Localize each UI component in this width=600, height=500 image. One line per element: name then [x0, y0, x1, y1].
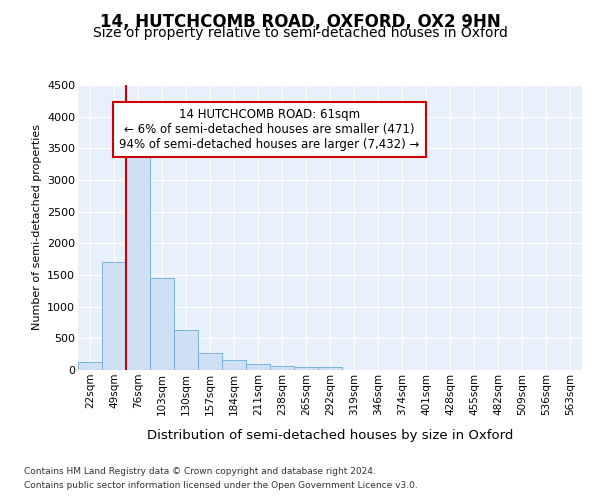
Text: Contains HM Land Registry data © Crown copyright and database right 2024.: Contains HM Land Registry data © Crown c…	[24, 467, 376, 476]
Text: Size of property relative to semi-detached houses in Oxford: Size of property relative to semi-detach…	[92, 26, 508, 40]
Bar	[270, 366, 294, 370]
Bar	[318, 368, 342, 370]
Bar	[294, 367, 318, 370]
Text: 14, HUTCHCOMB ROAD, OXFORD, OX2 9HN: 14, HUTCHCOMB ROAD, OXFORD, OX2 9HN	[100, 12, 500, 30]
Bar	[78, 362, 102, 370]
Text: Contains public sector information licensed under the Open Government Licence v3: Contains public sector information licen…	[24, 481, 418, 490]
X-axis label: Distribution of semi-detached houses by size in Oxford: Distribution of semi-detached houses by …	[147, 429, 513, 442]
Bar	[102, 262, 126, 370]
Text: 14 HUTCHCOMB ROAD: 61sqm
← 6% of semi-detached houses are smaller (471)
94% of s: 14 HUTCHCOMB ROAD: 61sqm ← 6% of semi-de…	[119, 108, 420, 151]
Bar	[222, 360, 246, 370]
Bar	[150, 278, 174, 370]
Y-axis label: Number of semi-detached properties: Number of semi-detached properties	[32, 124, 41, 330]
Bar	[246, 364, 270, 370]
Bar	[198, 353, 222, 370]
Bar	[174, 330, 198, 370]
Bar	[126, 148, 150, 370]
